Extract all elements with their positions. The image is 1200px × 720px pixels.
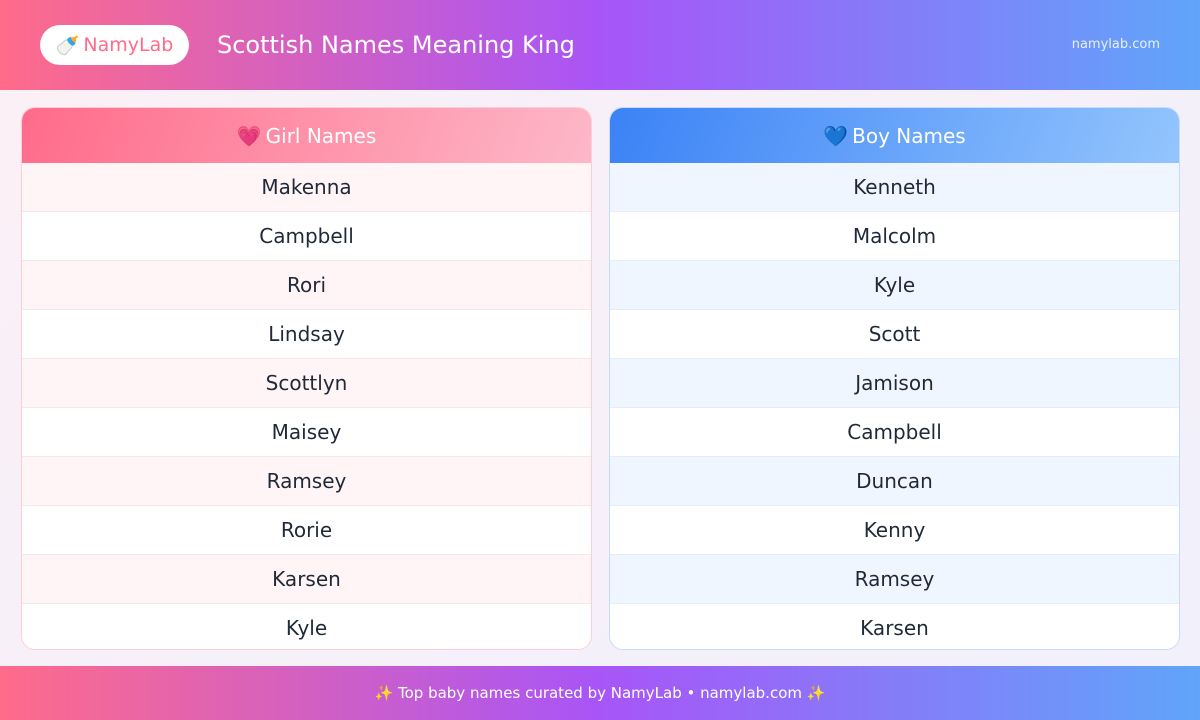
page-title: Scottish Names Meaning King bbox=[217, 31, 575, 59]
site-link[interactable]: namylab.com bbox=[1071, 37, 1160, 52]
boy-name-item: Scott bbox=[610, 310, 1179, 359]
girl-name-item: Campbell bbox=[22, 212, 591, 261]
boy-names-card: 💙 Boy Names Kenneth Malcolm Kyle Scott Jamis… bbox=[609, 107, 1180, 650]
boy-names-title: Boy Names bbox=[852, 123, 966, 148]
footer: ✨ Top baby names curated by NamyLab • na… bbox=[0, 666, 1200, 720]
girl-name-item: Makenna bbox=[22, 163, 591, 212]
girl-names-card: 💗 Girl Names Makenna Campbell Rori Lindsay S… bbox=[21, 107, 592, 650]
baby-bottle-icon: 🍼 bbox=[55, 34, 80, 57]
girl-names-header: 💗 Girl Names bbox=[22, 108, 591, 163]
girl-name-item: Lindsay bbox=[22, 310, 591, 359]
logo-text: NamyLab bbox=[83, 34, 174, 56]
girl-name-item: Maisey bbox=[22, 408, 591, 457]
boy-names-header: 💙 Boy Names bbox=[610, 108, 1179, 163]
boy-name-item: Campbell bbox=[610, 408, 1179, 457]
boy-name-item: Kyle bbox=[610, 261, 1179, 310]
girl-name-item: Kyle bbox=[22, 604, 591, 649]
boy-name-item: Kenneth bbox=[610, 163, 1179, 212]
logo[interactable]: 🍼 NamyLab bbox=[40, 25, 189, 65]
pink-heart-icon: 💗 bbox=[236, 123, 262, 148]
boy-name-item: Ramsey bbox=[610, 555, 1179, 604]
boy-name-item: Karsen bbox=[610, 604, 1179, 649]
girl-names-title: Girl Names bbox=[265, 123, 377, 148]
header: 🍼 NamyLab Scottish Names Meaning King na… bbox=[0, 0, 1200, 90]
girl-name-item: Scottlyn bbox=[22, 359, 591, 408]
girl-name-item: Ramsey bbox=[22, 457, 591, 506]
boy-name-item: Malcolm bbox=[610, 212, 1179, 261]
girl-name-item: Rori bbox=[22, 261, 591, 310]
boy-name-item: Kenny bbox=[610, 506, 1179, 555]
girl-name-item: Rorie bbox=[22, 506, 591, 555]
boy-name-item: Jamison bbox=[610, 359, 1179, 408]
blue-heart-icon: 💙 bbox=[823, 123, 849, 148]
girl-name-item: Karsen bbox=[22, 555, 591, 604]
boy-name-item: Duncan bbox=[610, 457, 1179, 506]
